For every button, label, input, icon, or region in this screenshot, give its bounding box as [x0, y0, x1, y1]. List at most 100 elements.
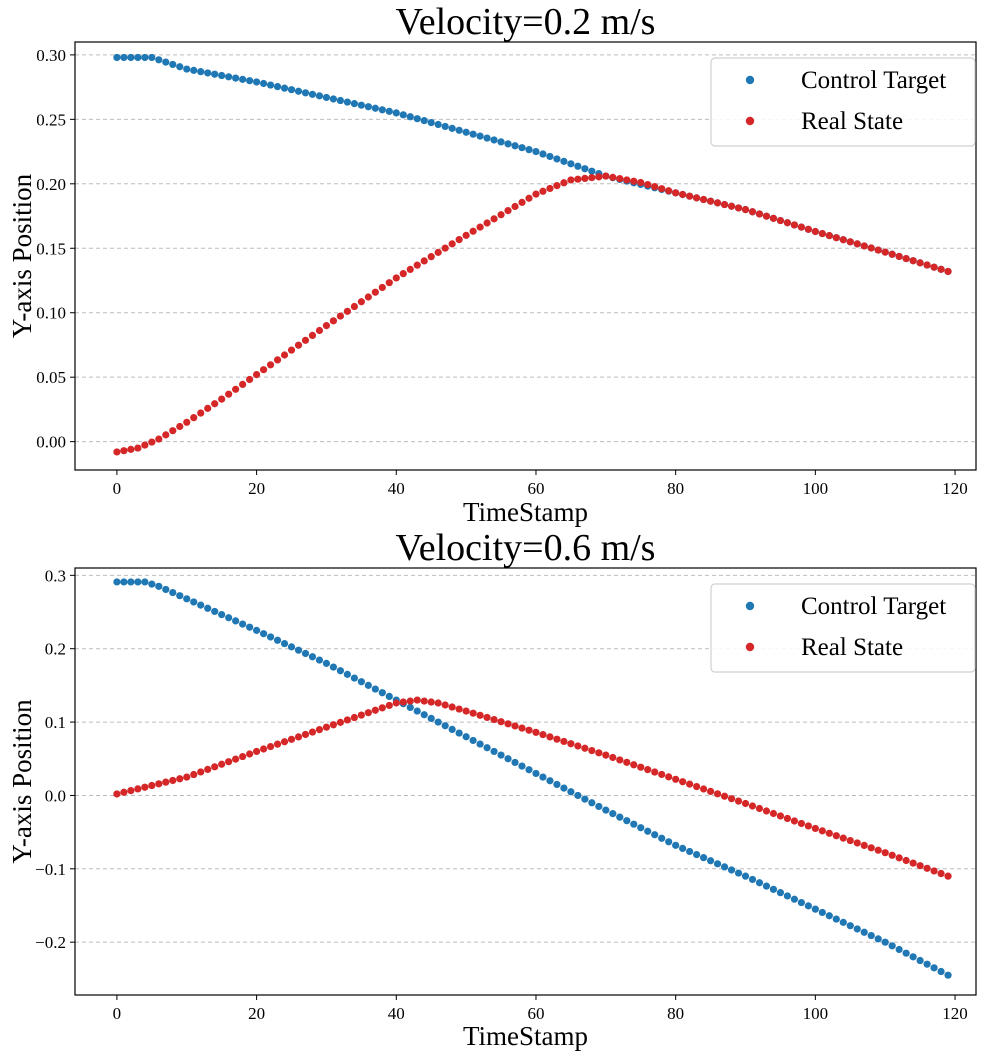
data-point: [350, 100, 358, 108]
data-point: [818, 827, 826, 835]
x-tick-label: 100: [803, 479, 829, 498]
data-point: [525, 146, 533, 154]
data-point: [811, 905, 819, 913]
data-point: [574, 175, 582, 183]
data-point: [658, 770, 666, 779]
data-point: [776, 216, 785, 225]
series-real-state: [113, 696, 952, 880]
data-point: [532, 147, 540, 156]
legend-label: Real State: [801, 634, 903, 661]
data-point: [700, 785, 708, 793]
chart-title: Velocity=0.2 m/s: [396, 1, 656, 43]
data-point: [357, 101, 365, 109]
data-point: [218, 760, 226, 768]
data-point: [343, 98, 351, 106]
data-point: [392, 699, 400, 707]
y-tick-label: 0.05: [36, 368, 66, 387]
data-point: [930, 964, 938, 972]
data-point: [169, 60, 177, 69]
data-point: [665, 187, 673, 195]
y-tick-label: 0.20: [36, 175, 66, 194]
chart-title: Velocity=0.6 m/s: [396, 527, 656, 569]
data-point: [818, 229, 826, 238]
data-point: [441, 122, 449, 131]
data-point: [427, 698, 435, 706]
data-point: [252, 371, 261, 379]
data-point: [497, 718, 505, 726]
data-point: [755, 804, 764, 813]
data-point: [476, 132, 484, 140]
data-point: [637, 178, 645, 187]
data-point: [623, 758, 631, 766]
data-point: [734, 204, 743, 212]
data-point: [420, 257, 428, 265]
data-point: [734, 869, 743, 877]
data-point: [727, 866, 736, 874]
data-point: [825, 912, 833, 920]
y-axis-label: Y-axis Position: [7, 173, 37, 338]
x-tick-label: 40: [388, 479, 405, 498]
data-point: [455, 126, 463, 134]
y-tick-label: 0.30: [36, 46, 66, 65]
data-point: [602, 751, 610, 759]
data-point: [532, 769, 540, 778]
data-point: [679, 190, 687, 199]
data-point: [176, 63, 184, 71]
data-point: [364, 709, 372, 717]
data-point: [246, 750, 254, 758]
data-point: [686, 847, 694, 856]
data-point: [630, 177, 638, 185]
data-point: [727, 795, 736, 803]
data-point: [350, 674, 358, 682]
data-point: [232, 385, 240, 393]
data-point: [909, 859, 917, 867]
x-axis-label: TimeStamp: [463, 497, 588, 527]
data-point: [120, 53, 128, 62]
data-point: [301, 336, 310, 344]
data-point: [322, 659, 331, 667]
data-point: [525, 726, 533, 734]
data-point: [616, 175, 624, 183]
data-point: [595, 173, 603, 181]
data-point: [651, 831, 659, 839]
data-point: [902, 949, 910, 957]
data-point: [148, 438, 156, 446]
data-point: [441, 244, 449, 252]
data-point: [197, 601, 205, 609]
data-point: [846, 238, 854, 246]
data-point: [378, 704, 386, 712]
data-point: [413, 261, 421, 269]
data-point: [727, 202, 736, 210]
data-point: [113, 578, 121, 586]
data-point: [741, 799, 750, 808]
data-point: [134, 785, 142, 793]
data-point: [280, 84, 289, 92]
data-point: [239, 75, 247, 83]
data-point: [273, 83, 282, 91]
data-point: [413, 707, 421, 715]
data-point: [190, 414, 198, 422]
data-point: [476, 740, 484, 748]
plot-frame: [74, 567, 977, 996]
data-point: [581, 165, 589, 173]
data-point: [225, 73, 233, 81]
data-point: [218, 610, 226, 619]
y-tick-label: 0.2: [45, 640, 66, 659]
data-point: [546, 184, 554, 193]
data-point: [741, 205, 750, 214]
data-point: [811, 824, 819, 833]
data-point: [909, 257, 917, 265]
data-point: [427, 253, 435, 261]
data-point: [525, 194, 533, 202]
x-tick-label: 60: [527, 479, 544, 498]
data-point: [336, 718, 345, 726]
data-point: [839, 834, 847, 842]
data-point: [399, 270, 407, 278]
data-point: [748, 208, 757, 216]
data-point: [700, 854, 708, 862]
data-point: [490, 215, 498, 223]
y-tick-label: 0.1: [45, 713, 66, 732]
data-point: [748, 802, 757, 810]
data-point: [888, 250, 896, 258]
